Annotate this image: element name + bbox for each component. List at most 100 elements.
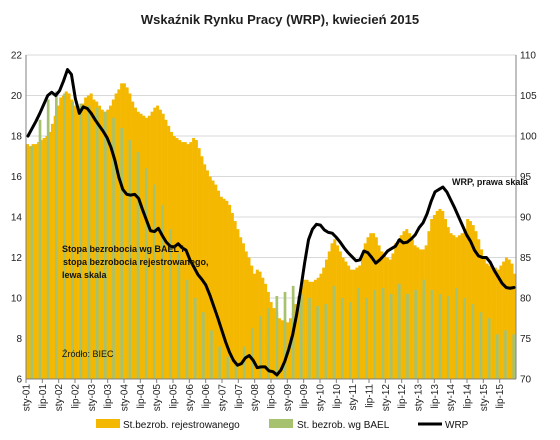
bar-registered-8 xyxy=(48,131,52,379)
x-tick-2: sty-02 xyxy=(54,384,65,412)
bar-bael-37 xyxy=(332,285,336,379)
x-tick-17: lip-09 xyxy=(299,384,310,409)
bar-bael-3 xyxy=(54,91,58,379)
bar-registered-76 xyxy=(236,229,240,379)
y-right-tick-8: 110 xyxy=(520,51,536,62)
bar-registered-66 xyxy=(208,176,212,379)
bar-registered-80 xyxy=(247,257,251,379)
bar-registered-32 xyxy=(114,93,118,379)
bar-registered-53 xyxy=(172,136,176,379)
bar-bael-34 xyxy=(308,298,311,379)
bar-registered-3 xyxy=(34,144,38,379)
bar-bael-25 xyxy=(234,360,238,379)
bar-registered-165 xyxy=(482,257,486,379)
bar-registered-17 xyxy=(73,105,77,379)
bar-bael-10 xyxy=(112,117,115,380)
bar-registered-21 xyxy=(84,97,88,380)
bar-registered-121 xyxy=(360,255,364,379)
bar-registered-95 xyxy=(288,318,293,379)
series-bael-bars xyxy=(30,91,516,380)
bar-registered-173 xyxy=(504,257,508,379)
bar-bael-53 xyxy=(463,298,467,379)
y-right-tick-4: 90 xyxy=(520,213,532,224)
annotation-left-scale: Stopa bezrobocia wg BAEL i stopa bezrobo… xyxy=(62,244,211,280)
bar-registered-27 xyxy=(100,109,104,380)
bar-bael-52 xyxy=(455,287,458,379)
bar-registered-62 xyxy=(197,148,201,379)
bar-registered-15 xyxy=(67,93,71,379)
bar-bael-2 xyxy=(46,99,50,380)
bar-registered-56 xyxy=(181,142,185,379)
bar-registered-169 xyxy=(493,267,497,379)
bar-registered-97 xyxy=(294,304,298,379)
bar-registered-118 xyxy=(352,269,356,379)
bar-registered-39 xyxy=(133,107,137,380)
bar-bael-12 xyxy=(128,140,132,379)
source-note: Źródło: BIEC xyxy=(62,349,114,359)
bar-registered-78 xyxy=(241,243,245,379)
bar-registered-38 xyxy=(131,101,135,379)
bar-registered-133 xyxy=(394,243,398,379)
bar-bael-30 xyxy=(275,295,279,379)
x-tick-25: lip-13 xyxy=(430,384,441,409)
legend-swatch-registered xyxy=(96,419,120,428)
wrp-line xyxy=(26,68,516,377)
bar-registered-160 xyxy=(468,221,472,379)
bar-registered-74 xyxy=(230,212,234,379)
bar-bael-46 xyxy=(406,293,409,379)
bar-bael-47 xyxy=(414,289,418,379)
bar-bael-33 xyxy=(299,293,303,379)
x-tick-24: sty-13 xyxy=(414,384,425,412)
bar-bael-54 xyxy=(471,304,475,379)
bar-registered-159 xyxy=(466,219,470,379)
bar-bael-11 xyxy=(120,127,124,380)
x-tick-14: sty-08 xyxy=(250,384,261,412)
x-tick-12: sty-07 xyxy=(218,384,229,412)
y-right-tick-7: 105 xyxy=(520,91,537,102)
y-right-tick-5: 95 xyxy=(520,172,532,183)
x-tick-13: lip-07 xyxy=(234,384,245,409)
bar-registered-12 xyxy=(59,97,63,380)
chart-title: Wskaźnik Rynku Pracy (WRP), kwiecień 201… xyxy=(141,12,419,27)
bar-bael-28 xyxy=(259,316,262,379)
bar-registered-6 xyxy=(42,138,46,379)
bar-bael-55 xyxy=(479,312,483,379)
bar-registered-150 xyxy=(441,210,445,379)
bar-bael-45 xyxy=(397,283,401,379)
bar-registered-48 xyxy=(158,109,162,380)
legend-label-registered: St.bezrob. rejestrowanego xyxy=(123,420,240,431)
bar-bael-36 xyxy=(324,304,328,379)
bar-bael-13 xyxy=(136,152,140,379)
bar-registered-91 xyxy=(277,318,281,379)
bar-bael-7 xyxy=(87,105,91,379)
bar-registered-1 xyxy=(28,146,32,379)
bar-bael-24 xyxy=(226,356,230,379)
bar-bael-19 xyxy=(185,279,189,379)
bar-registered-124 xyxy=(369,233,373,379)
bar-registered-42 xyxy=(142,115,146,379)
bar-registered-104 xyxy=(313,279,317,379)
bar-registered-4 xyxy=(37,142,41,379)
bar-registered-138 xyxy=(408,233,412,379)
bar-bael-22 xyxy=(210,330,213,379)
y-axis-left-labels: 6 8 10 12 14 16 18 20 22 xyxy=(11,51,23,386)
bar-registered-100 xyxy=(302,279,306,379)
bar-registered-175 xyxy=(510,263,514,379)
bar-bael-0 xyxy=(30,146,34,379)
bar-registered-67 xyxy=(211,180,215,379)
bar-registered-126 xyxy=(374,237,378,379)
bar-registered-69 xyxy=(217,190,221,379)
bar-registered-50 xyxy=(164,119,168,380)
bar-bael-15 xyxy=(152,184,156,379)
x-tick-28: sty-15 xyxy=(479,384,490,412)
bar-registered-132 xyxy=(391,253,395,379)
y-left-tick-2: 10 xyxy=(11,294,23,305)
bar-registered-92 xyxy=(280,320,284,379)
bar-registered-161 xyxy=(471,225,475,379)
bar-registered-110 xyxy=(330,243,334,379)
bar-registered-172 xyxy=(502,261,506,379)
bar-bael-56 xyxy=(487,318,491,379)
bar-registered-141 xyxy=(416,247,420,379)
bar-registered-57 xyxy=(183,142,187,379)
x-tick-3: lip-02 xyxy=(71,384,82,409)
